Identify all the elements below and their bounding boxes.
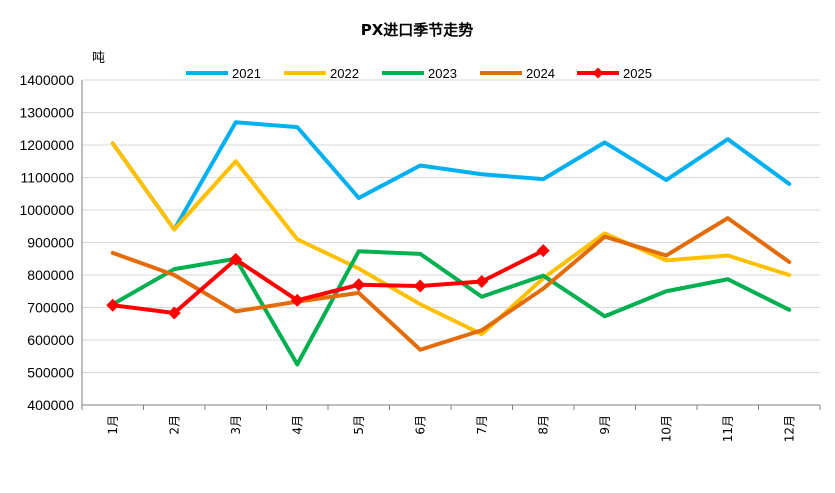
chart-title: PX进口季节走势 <box>361 21 474 39</box>
y-tick-label: 800000 <box>27 267 74 283</box>
series-lines <box>106 120 792 367</box>
series-line-2023 <box>110 249 792 367</box>
legend-label: 2025 <box>623 66 652 81</box>
y-tick-label: 1100000 <box>21 170 75 186</box>
legend-item-2022: 2022 <box>284 66 359 81</box>
y-tick-label: 600000 <box>27 332 74 348</box>
y-tick-label: 1400000 <box>19 72 74 88</box>
legend-item-2021: 2021 <box>186 66 261 81</box>
gridlines <box>82 79 820 406</box>
x-tick-label: 11月 <box>721 415 735 442</box>
y-axis-ticks: 400000 500000 600000 700000 800000 900000 1000… <box>19 72 74 413</box>
x-tick-label: 7月 <box>475 415 489 435</box>
y-tick-label: 400000 <box>27 397 74 413</box>
legend-item-2023: 2023 <box>382 66 457 81</box>
y-tick-label: 700000 <box>27 300 74 316</box>
series-2022 <box>110 141 792 337</box>
data-point-2025 <box>106 298 120 312</box>
x-tick-label: 9月 <box>598 415 612 435</box>
x-tick-label: 6月 <box>413 415 427 435</box>
y-axis-unit: 吨 <box>92 51 105 66</box>
series-2025 <box>106 244 550 320</box>
legend-label: 2023 <box>428 66 457 81</box>
x-tick-label: 4月 <box>290 415 304 435</box>
data-point-2025 <box>167 306 181 320</box>
legend-item-2025: 2025 <box>577 66 652 81</box>
legend-label: 2021 <box>232 66 261 81</box>
data-point-2025 <box>352 278 366 292</box>
legend-marker <box>592 67 604 79</box>
legend-label: 2022 <box>330 66 359 81</box>
legend-label: 2024 <box>526 66 555 81</box>
series-line-2021 <box>110 120 792 232</box>
x-tick-label: 8月 <box>536 415 550 435</box>
series-2021 <box>110 120 792 232</box>
series-line-2022 <box>110 141 792 337</box>
series-2024 <box>110 216 792 352</box>
x-tick-label: 3月 <box>229 415 243 435</box>
series-line-2024 <box>110 216 792 352</box>
x-axis: 1月 2月 3月 4月 5月 6月 7月 8月 9月 10月 11月 12月 <box>81 80 821 442</box>
x-tick-label: 1月 <box>106 415 120 435</box>
y-tick-label: 1200000 <box>19 137 74 153</box>
legend-item-2024: 2024 <box>480 66 555 81</box>
y-tick-label: 500000 <box>27 365 74 381</box>
x-tick-label: 5月 <box>352 415 366 435</box>
x-tick-label: 2月 <box>167 415 181 435</box>
x-tick-label: 10月 <box>659 415 673 442</box>
y-tick-label: 1000000 <box>19 202 74 218</box>
legend: 2021 2022 2023 2024 2025 <box>186 66 652 81</box>
y-tick-label: 900000 <box>27 235 74 251</box>
data-point-2025 <box>475 275 489 288</box>
data-point-2025 <box>536 244 550 258</box>
y-tick-label: 1300000 <box>19 105 74 121</box>
x-tick-label: 12月 <box>782 415 796 442</box>
series-line-2025 <box>110 248 546 316</box>
data-point-2025 <box>229 252 243 266</box>
data-point-2025 <box>290 293 304 307</box>
data-point-2025 <box>413 279 427 293</box>
series-2023 <box>110 249 792 367</box>
